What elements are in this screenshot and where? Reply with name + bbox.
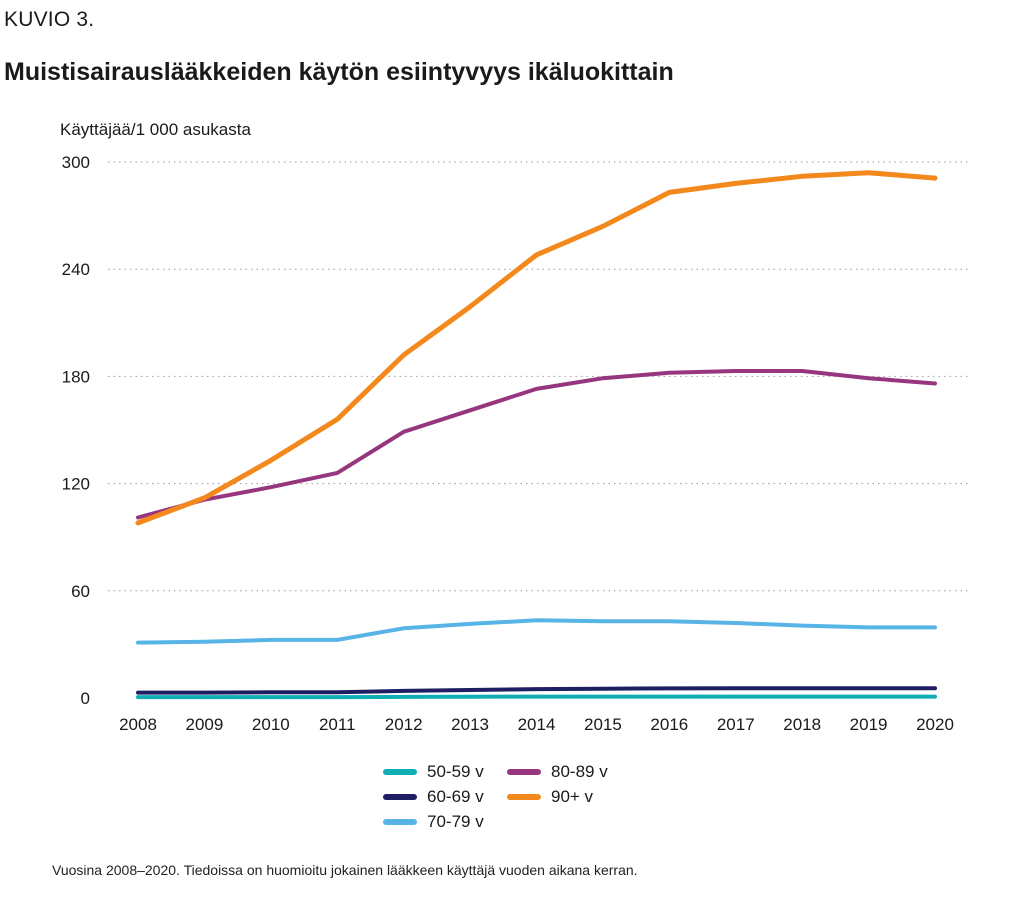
legend-item: 80-89 v xyxy=(507,762,608,782)
series-line-90-v xyxy=(135,170,938,526)
legend-item: 50-59 v xyxy=(383,762,484,782)
y-tick-label: 240 xyxy=(62,260,90,279)
series-lines xyxy=(135,170,938,700)
chart-title: Muistisairauslääkkeiden käytön esiintyvy… xyxy=(4,58,674,86)
legend-swatch xyxy=(383,819,417,825)
legend-swatch xyxy=(507,769,541,775)
x-tick-label: 2010 xyxy=(252,715,290,734)
x-tick-label: 2009 xyxy=(186,715,224,734)
legend-swatch xyxy=(507,794,541,800)
line-chart: 0 60 120 180 240 300 2008 2009 2010 2011 2012 2013… xyxy=(62,153,970,734)
x-tick-label: 2008 xyxy=(119,715,157,734)
series-line-80-89-v xyxy=(136,369,937,520)
y-axis-ticks: 0 60 120 180 240 300 xyxy=(62,153,90,708)
x-axis-ticks: 2008 2009 2010 2011 2012 2013 2014 2015 2016 2017… xyxy=(119,715,954,734)
y-tick-label: 0 xyxy=(81,689,90,708)
y-axis-label: Käyttäjää/1 000 asukasta xyxy=(60,120,251,139)
legend-swatch xyxy=(383,769,417,775)
legend: 50-59 v 60-69 v 70-79 v 80-89 v 90+ v xyxy=(383,762,663,842)
y-tick-label: 300 xyxy=(62,153,90,172)
x-tick-label: 2011 xyxy=(319,715,356,734)
x-tick-label: 2012 xyxy=(385,715,423,734)
x-tick-label: 2020 xyxy=(916,715,954,734)
series-line-70-79-v xyxy=(136,618,937,645)
legend-item: 70-79 v xyxy=(383,812,484,832)
legend-label: 90+ v xyxy=(551,787,594,806)
y-tick-label: 180 xyxy=(62,367,90,386)
legend-swatch xyxy=(383,794,417,800)
legend-label: 50-59 v xyxy=(427,762,484,781)
x-tick-label: 2015 xyxy=(584,715,622,734)
footnote: Vuosina 2008–2020. Tiedoissa on huomioit… xyxy=(52,862,638,878)
figure-label: KUVIO 3. xyxy=(4,8,95,31)
x-tick-label: 2016 xyxy=(650,715,688,734)
x-tick-label: 2018 xyxy=(783,715,821,734)
gridlines xyxy=(108,161,970,592)
legend-label: 70-79 v xyxy=(427,812,484,831)
x-tick-label: 2013 xyxy=(451,715,489,734)
legend-label: 80-89 v xyxy=(551,762,608,781)
legend-item: 60-69 v xyxy=(383,787,484,807)
y-tick-label: 120 xyxy=(62,475,90,494)
legend-item: 90+ v xyxy=(507,787,593,807)
legend-label: 60-69 v xyxy=(427,787,484,806)
x-tick-label: 2014 xyxy=(518,715,556,734)
series-line-60-69-v xyxy=(136,686,937,695)
x-tick-label: 2017 xyxy=(717,715,755,734)
y-tick-label: 60 xyxy=(71,582,90,601)
series-line-50-59-v xyxy=(136,694,937,700)
x-tick-label: 2019 xyxy=(850,715,888,734)
